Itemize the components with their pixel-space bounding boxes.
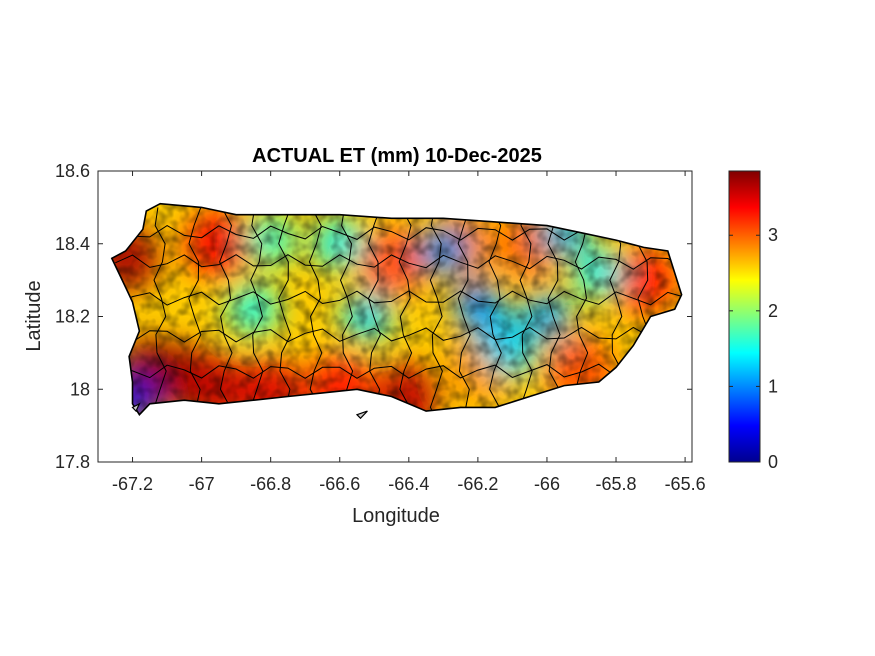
boundary-line — [519, 207, 533, 415]
x-tick-label: -66.6 — [319, 474, 360, 494]
small-island — [355, 410, 368, 420]
x-tick-label: -65.6 — [665, 474, 706, 494]
y-tick-label: 18.4 — [55, 234, 90, 254]
colorbar-ticks: 0 1 2 3 — [729, 225, 778, 472]
x-tick-label: -67 — [189, 474, 215, 494]
x-tick-label: -66.4 — [388, 474, 429, 494]
colorbar-tick-label: 3 — [768, 225, 778, 245]
x-axis-label: Longitude — [352, 505, 440, 527]
boundary-line — [219, 207, 233, 415]
boundary-line — [429, 207, 443, 415]
boundary-line — [188, 207, 202, 415]
boundary-line — [115, 363, 682, 379]
boundary-line — [115, 326, 682, 343]
y-tick-label: 18.2 — [55, 307, 90, 327]
boundary-line — [398, 207, 413, 415]
x-tick-label: -66.2 — [457, 474, 498, 494]
island-coastline — [110, 202, 683, 416]
colorbar: 0 1 2 3 — [728, 170, 778, 472]
y-tick-label: 18.6 — [55, 161, 90, 181]
small-islands — [131, 402, 368, 420]
boundary-line — [457, 207, 471, 415]
raster-texture — [111, 203, 682, 415]
x-tick-label: -66 — [534, 474, 560, 494]
x-tick-label: -65.8 — [596, 474, 637, 494]
y-tick-label: 18 — [70, 379, 90, 399]
colorbar-tick-label: 0 — [768, 452, 778, 472]
boundary-line — [277, 207, 292, 415]
chart-title: ACTUAL ET (mm) 10-Dec-2025 — [252, 145, 542, 167]
boundary-line — [367, 207, 381, 415]
boundary-line — [488, 207, 502, 415]
x-tick-label: -67.2 — [112, 474, 153, 494]
boundary-line — [339, 207, 354, 415]
boundary-line — [250, 207, 264, 415]
y-axis-ticks: 17.8 18 18.2 18.4 18.6 — [55, 161, 692, 472]
colorbar-tick-label: 2 — [768, 301, 778, 321]
small-island — [131, 402, 141, 413]
y-axis-label: Latitude — [23, 280, 45, 351]
boundary-line — [308, 207, 323, 415]
colorbar-tick-label: 1 — [768, 376, 778, 396]
x-tick-label: -66.8 — [250, 474, 291, 494]
boundary-line — [153, 207, 167, 415]
x-axis-ticks: -67.2 -67 -66.8 -66.6 -66.4 -66.2 -66 -65.8 -65.… — [112, 171, 706, 494]
y-tick-label: 17.8 — [55, 452, 90, 472]
plot-area: -67.2 -67 -66.8 -66.6 -66.4 -66.2 -66 -65.8 -65.… — [55, 161, 706, 494]
colorbar-gradient — [728, 170, 761, 463]
boundary-line — [115, 290, 682, 306]
boundary-line — [115, 254, 682, 270]
